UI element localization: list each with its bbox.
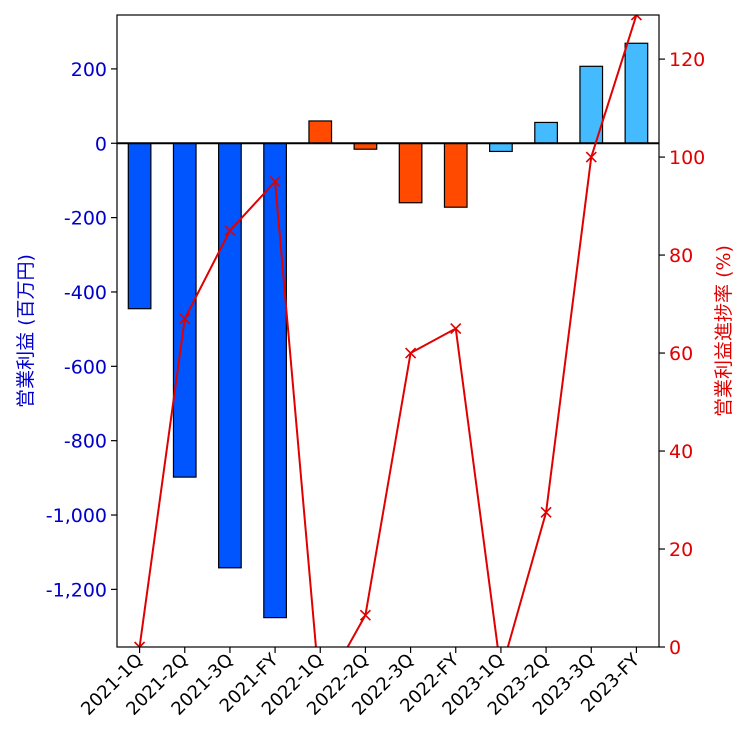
right-tick-label: 40 (669, 441, 693, 463)
marker-2022-2Q (359, 609, 371, 621)
marker-2022-FY (450, 322, 462, 335)
bar-2022-1Q (308, 120, 333, 144)
right-tick-label: 60 (669, 343, 693, 365)
left-tick-label: -400 (64, 282, 107, 304)
marker-2021-3Q (224, 225, 236, 237)
bar-2023-2Q (534, 121, 558, 144)
right-axis: 120 100 80 60 40 20 0 (659, 49, 705, 659)
right-axis-title: 営業利益進捗率 (%) (713, 245, 735, 417)
left-tick-label: -800 (64, 431, 107, 453)
x-axis: 2021-1Q2021-2Q2021-3Q2021-FY2022-1Q2022-… (77, 647, 645, 720)
bar-2021-2Q (172, 142, 197, 478)
marker-2021-2Q (179, 313, 191, 325)
left-axis: 200 0 -200 -400 -600 -800 -1,000 -1,200 (46, 59, 117, 601)
right-tick-label: 0 (669, 637, 681, 659)
left-axis-title: 営業利益 (百万円) (15, 254, 37, 408)
bar-2022-3Q (398, 142, 423, 204)
bar-2023-FY (624, 42, 649, 144)
left-tick-label: 0 (95, 133, 107, 155)
marker-2021-1Q (134, 641, 146, 647)
right-tick-label: 120 (669, 49, 705, 71)
right-tick-label: 100 (669, 147, 705, 169)
bar-2021-FY (263, 142, 287, 619)
left-tick-label: -600 (64, 356, 107, 378)
bar-2021-3Q (218, 142, 242, 569)
bar-2022-FY (443, 142, 468, 208)
left-tick-label: -1,000 (46, 505, 107, 527)
progress-rate-line (138, 15, 638, 647)
marker-2023-2Q (540, 506, 552, 518)
bar-series-operating-profit (127, 42, 649, 619)
plot-frame (116, 14, 660, 648)
marker-2021-FY (269, 176, 281, 188)
marker-2023-FY (630, 15, 642, 21)
left-tick-label: 200 (71, 59, 107, 81)
marker-2022-3Q (405, 347, 417, 359)
marker-2023-3Q (585, 151, 597, 163)
right-tick-label: 80 (669, 245, 693, 267)
line-series-progress-rate (134, 15, 642, 647)
right-tick-label: 20 (669, 539, 693, 561)
left-tick-label: -200 (64, 208, 107, 230)
left-tick-label: -1,200 (46, 579, 107, 601)
bar-2021-1Q (127, 142, 152, 310)
bar-2023-1Q (489, 142, 513, 153)
